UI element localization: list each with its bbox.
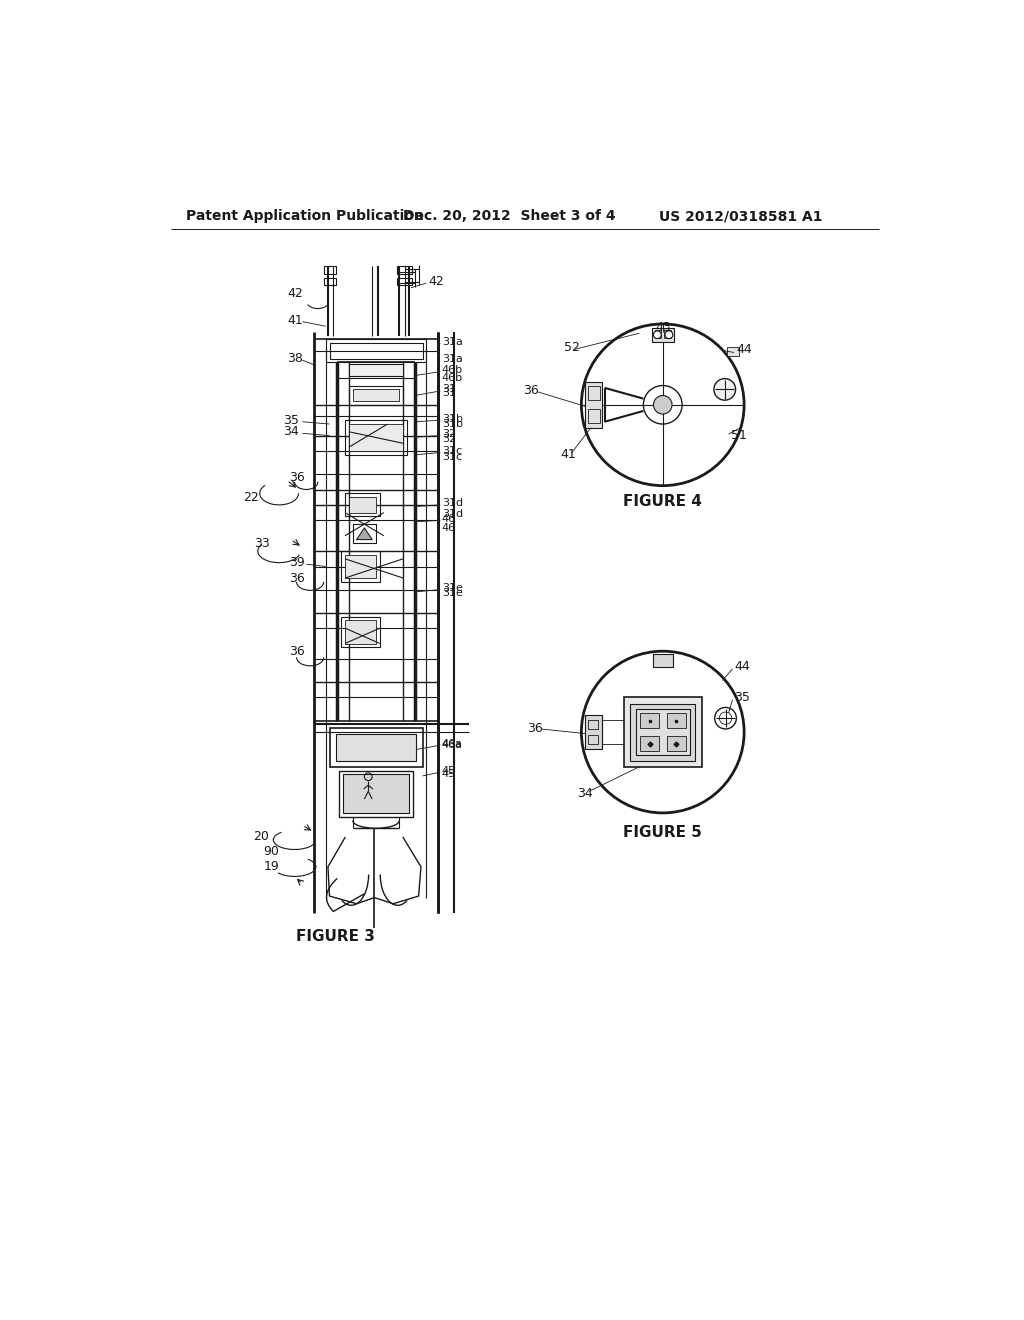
Text: 31b: 31b [442,418,463,429]
Text: 51: 51 [731,429,746,442]
Text: 90: 90 [263,845,280,858]
Circle shape [653,331,662,339]
Bar [352,389,399,401]
Bar [349,498,376,512]
Text: 46b: 46b [442,372,463,383]
Bar [588,719,598,729]
Circle shape [665,331,673,339]
Text: 42: 42 [429,275,444,288]
Bar [667,713,686,729]
Bar [341,552,380,582]
Text: 45: 45 [442,770,456,779]
Bar [349,364,403,376]
Text: Patent Application Publication: Patent Application Publication [186,209,424,223]
Text: 36: 36 [289,644,305,657]
Bar [586,381,602,428]
Text: 46b: 46b [442,366,463,375]
Text: 32: 32 [442,429,456,440]
Text: 35: 35 [283,413,299,426]
Text: 36: 36 [289,471,305,484]
Text: 52: 52 [563,341,580,354]
Bar [324,267,337,275]
Bar [586,715,602,748]
Bar [665,330,671,338]
Text: 46a: 46a [442,741,463,750]
Text: 33: 33 [254,537,270,550]
Text: 31: 31 [442,388,456,399]
Text: 43: 43 [655,321,671,334]
Bar [330,343,423,359]
Text: 34: 34 [578,787,593,800]
Text: 46: 46 [442,523,456,533]
Text: 20: 20 [254,829,269,842]
Bar [324,277,337,285]
Bar [341,616,380,647]
Text: 22: 22 [243,491,258,504]
Text: 46a: 46a [442,739,463,748]
Text: 31d: 31d [442,499,463,508]
Text: 38: 38 [287,352,303,366]
Bar [345,420,407,455]
Text: 31d: 31d [442,510,463,519]
Text: Dec. 20, 2012  Sheet 3 of 4: Dec. 20, 2012 Sheet 3 of 4 [403,209,615,223]
Bar [640,737,658,751]
Text: 44: 44 [736,343,752,356]
Text: 42: 42 [287,286,303,300]
Bar [655,330,662,338]
Text: 41: 41 [287,314,303,326]
Text: 34: 34 [283,425,299,438]
Bar [652,655,673,667]
Bar [727,347,739,356]
Bar [636,709,690,755]
Bar [330,729,423,767]
Circle shape [715,708,736,729]
Bar [349,424,403,451]
Bar [336,734,417,762]
Text: 46: 46 [442,513,456,524]
Bar [588,409,600,424]
Text: 31e: 31e [442,589,463,598]
Bar [345,620,376,644]
Text: 31: 31 [442,384,456,395]
Text: 31a: 31a [442,337,463,347]
Text: 36: 36 [523,384,539,397]
Bar [397,267,413,275]
Bar [352,524,376,544]
Bar [588,387,600,400]
Circle shape [714,379,735,400]
Text: 36: 36 [527,722,543,735]
Bar [588,735,598,744]
Text: 39: 39 [289,556,305,569]
Text: 36: 36 [289,572,305,585]
Text: 31c: 31c [442,446,462,455]
Bar [343,775,409,813]
Bar [397,277,413,285]
Bar [349,385,403,405]
Text: 31e: 31e [442,583,463,593]
Bar [624,697,701,767]
Text: 35: 35 [734,690,750,704]
Bar [345,554,376,578]
Bar [667,737,686,751]
Text: US 2012/0318581 A1: US 2012/0318581 A1 [658,209,822,223]
Text: FIGURE 5: FIGURE 5 [624,825,702,840]
Text: 31a: 31a [442,354,463,363]
Text: 45: 45 [442,766,456,776]
Text: 31b: 31b [442,413,463,424]
Bar [326,339,426,363]
Circle shape [653,396,672,414]
Bar [652,327,674,342]
Bar [640,713,658,729]
Text: 31c: 31c [442,453,462,462]
Text: 32: 32 [442,434,456,445]
Text: FIGURE 4: FIGURE 4 [624,494,702,508]
Text: FIGURE 3: FIGURE 3 [296,928,375,944]
Bar [339,771,414,817]
Text: 41: 41 [560,449,577,462]
Text: 44: 44 [734,660,750,673]
Polygon shape [356,528,372,540]
Bar [345,494,380,516]
Text: 19: 19 [263,861,280,874]
Bar [630,704,695,760]
